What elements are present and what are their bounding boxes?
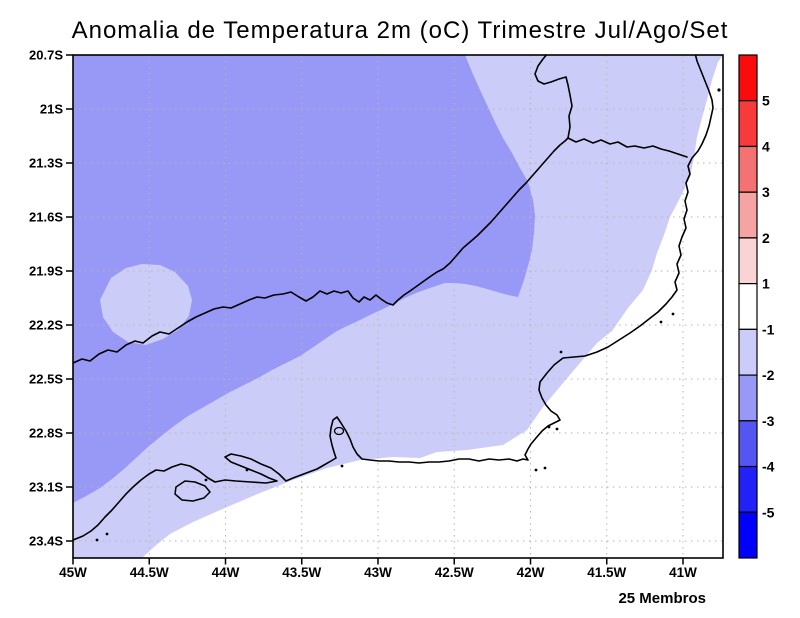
colorbar-label: 5 <box>762 93 770 109</box>
colorbar-segment <box>738 54 758 102</box>
y-tick-label: 21S <box>40 102 63 117</box>
y-tick-label: 20.7S <box>29 48 63 63</box>
colorbar-segment <box>738 145 758 193</box>
x-tick-label: 44W <box>212 565 240 580</box>
plot-area <box>73 55 723 558</box>
colorbar-label: -2 <box>762 367 775 383</box>
region-minus2-minus3 <box>73 55 535 503</box>
colorbar-segment <box>738 237 758 285</box>
y-tick-label: 22.2S <box>29 318 63 333</box>
colorbar-segment <box>738 511 758 559</box>
colorbar-label: 2 <box>762 230 770 246</box>
y-tick-label: 21.9S <box>29 264 63 279</box>
state-border-west <box>73 137 569 364</box>
coastline <box>73 55 714 541</box>
state-border-north-spike <box>534 55 573 139</box>
x-tick-label: 43.5W <box>282 565 321 580</box>
ilha-grande-island <box>174 480 211 502</box>
y-tick-label: 23.1S <box>29 480 63 495</box>
y-tick-label: 21.6S <box>29 210 63 225</box>
y-tick-label: 22.8S <box>29 426 63 441</box>
x-tick-label: 41.5W <box>587 565 626 580</box>
colorbar-segment <box>738 100 758 148</box>
colorbar-label: 1 <box>762 276 770 292</box>
x-tick-label: 41W <box>669 565 697 580</box>
colorbar-label: 4 <box>762 138 770 154</box>
x-tick-label: 42.5W <box>435 565 474 580</box>
x-tick-label: 45W <box>59 565 87 580</box>
colorbar-segment <box>738 283 758 330</box>
colorbar: 5 4 3 2 1 -1 -2 -3 -4 -5 <box>738 54 775 559</box>
plot-border <box>72 54 724 559</box>
y-axis: 20.7S 21S 21.3S 21.6S 21.9S 22.2S 22.5S 22.8S 23… <box>29 48 73 549</box>
small-islands <box>95 88 721 542</box>
region-near-zero <box>142 55 723 558</box>
y-tick-label: 23.4S <box>29 534 63 549</box>
x-axis: 45W 44.5W 44W 43.5W 43W 42.5W 42W 41.5W 41W <box>59 558 697 580</box>
colorbar-label: 3 <box>762 184 770 200</box>
y-tick-label: 21.3S <box>29 156 63 171</box>
chart-title: Anomalia de Temperatura 2m (oC) Trimestr… <box>71 17 729 44</box>
gridlines <box>73 55 723 558</box>
colorbar-label: -3 <box>762 413 775 429</box>
x-tick-label: 42W <box>517 565 545 580</box>
colorbar-segment <box>738 191 758 239</box>
x-tick-label: 44.5W <box>130 565 169 580</box>
governador-island <box>333 426 345 436</box>
colorbar-label: -5 <box>762 504 775 520</box>
state-border-east <box>567 137 688 158</box>
x-tick-label: 43W <box>364 565 392 580</box>
coastline-group <box>73 55 721 542</box>
members-annotation: 25 Membros <box>618 590 706 607</box>
colorbar-segment <box>738 328 758 376</box>
colorbar-segment <box>738 465 758 513</box>
y-tick-label: 22.5S <box>29 372 63 387</box>
colorbar-segment <box>738 374 758 422</box>
colorbar-label: -4 <box>762 459 775 475</box>
colorbar-label: -1 <box>762 321 775 337</box>
colorbar-segment <box>738 420 758 468</box>
